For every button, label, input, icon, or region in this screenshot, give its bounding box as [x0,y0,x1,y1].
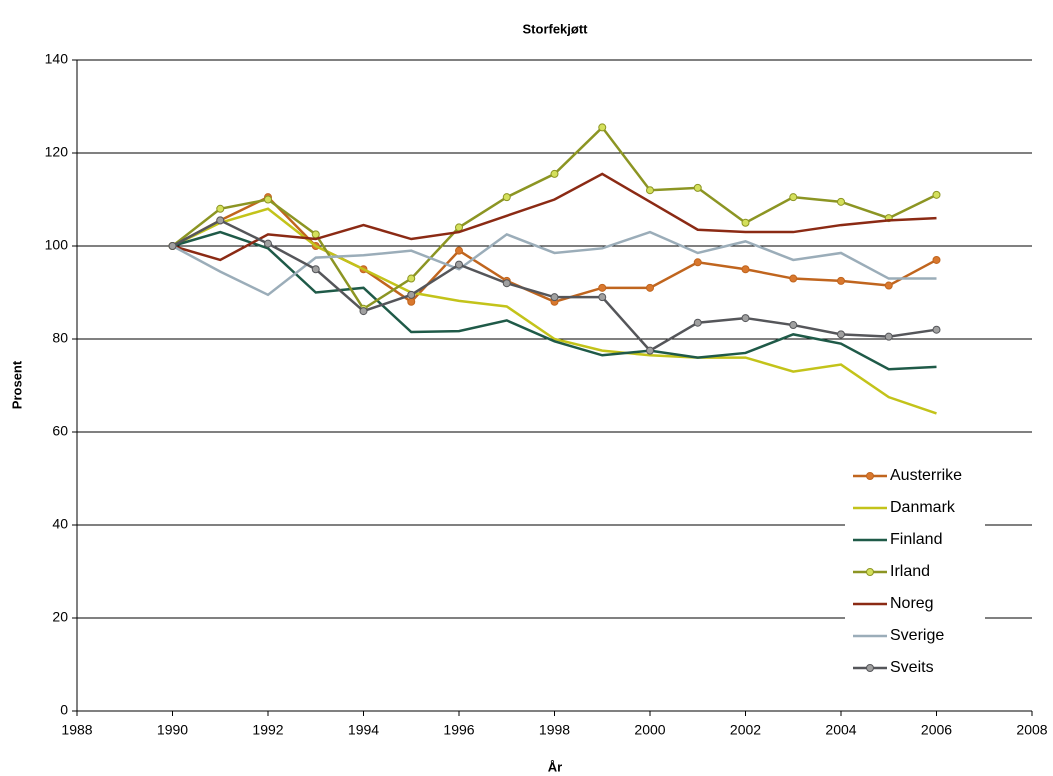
data-point [455,246,463,255]
legend-marker [866,472,874,480]
legend-marker [866,664,874,672]
y-tick-label: 140 [45,51,69,67]
legend-label: Danmark [890,499,956,516]
data-point [932,190,941,199]
x-tick-label: 2002 [730,722,761,738]
y-tick-label: 0 [60,702,68,718]
series-line [171,207,937,415]
series-line [171,230,937,297]
data-point [311,265,320,274]
x-tick-label: 1992 [252,722,283,738]
series-line [172,230,937,371]
x-tick-label: 2008 [1016,722,1047,738]
data-point [646,186,654,195]
legend-label: Sveits [890,659,934,676]
data-point [789,321,798,330]
data-point [884,332,893,341]
series-line [172,172,937,262]
legend-label: Sverige [890,627,944,644]
data-point [837,197,845,206]
data-point [502,193,511,202]
legend-label: Irland [890,563,930,580]
data-point [646,283,654,292]
x-tick-label: 2006 [921,722,952,738]
data-point [264,239,272,248]
x-tick-label: 1990 [157,722,188,738]
x-tick-label: 1988 [61,722,92,738]
data-point [264,195,272,204]
data-point [598,283,607,292]
legend-label: Noreg [890,595,934,612]
data-point [216,204,225,213]
y-axis-label: Prosent [9,360,24,409]
legend-box [845,462,985,694]
x-tick-label: 2004 [825,722,856,738]
data-point [598,293,607,302]
data-point [741,218,750,227]
data-point [837,330,845,339]
y-tick-label: 100 [45,237,69,253]
data-point [741,265,750,274]
data-point [932,255,941,264]
data-point [455,223,463,232]
x-tick-label: 1996 [443,722,474,738]
x-axis-label: År [548,759,562,774]
legend-marker [866,568,874,576]
data-point [502,279,511,288]
data-point [359,307,368,316]
y-tick-label: 20 [52,609,68,625]
data-point [550,169,559,178]
x-tick-label: 1998 [539,722,570,738]
x-tick-label: 1994 [348,722,379,738]
legend-label: Finland [890,531,942,548]
data-point [216,216,225,225]
data-point [693,258,702,267]
data-point [741,314,750,323]
y-tick-label: 40 [52,516,68,532]
legend-label: Austerrike [890,467,962,484]
y-tick-label: 120 [45,144,69,160]
y-tick-label: 80 [52,330,68,346]
y-tick-label: 60 [52,423,68,439]
data-point [407,297,416,306]
x-tick-label: 2000 [634,722,665,738]
chart-title: Storfekjøtt [523,21,589,36]
data-point [407,274,416,283]
data-point [932,325,941,334]
data-point [789,274,798,283]
data-point [789,193,798,202]
data-point [311,230,320,239]
data-point [884,281,893,290]
data-point [837,276,845,285]
data-point [693,318,702,327]
data-point [646,346,654,355]
series-line [171,219,937,353]
data-point [407,290,416,299]
data-point [168,242,177,250]
data-point [598,123,607,132]
data-point [455,260,463,269]
data-point [693,183,702,192]
data-point [550,293,559,302]
